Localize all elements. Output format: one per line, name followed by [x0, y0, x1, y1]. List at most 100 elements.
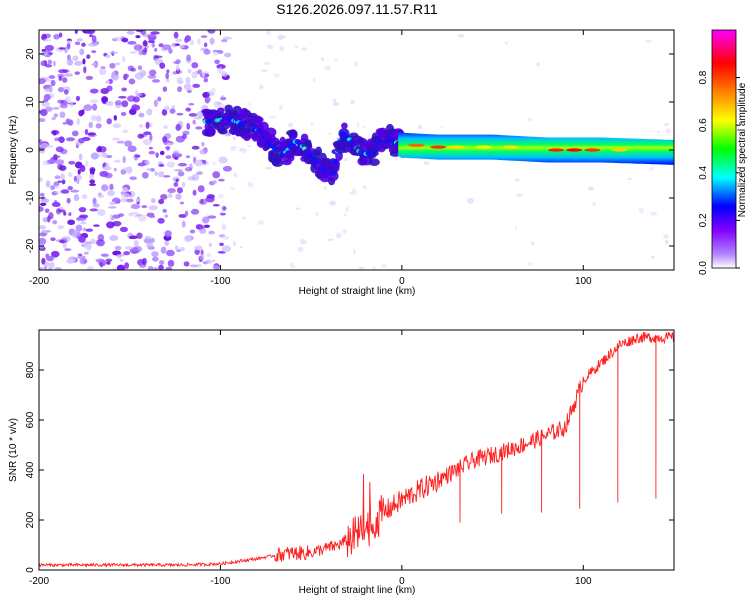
heat-speckle — [95, 258, 105, 263]
heat-faint-speckle — [257, 220, 265, 226]
heat-faint-speckle — [457, 33, 465, 38]
heat-speckle — [91, 115, 97, 122]
heat-speckle — [148, 150, 156, 155]
heat-speckle — [48, 52, 54, 55]
heat-faint-speckle — [260, 69, 267, 72]
heat-speckle — [164, 214, 169, 218]
heat-speckle — [166, 249, 175, 257]
heat-speckle — [52, 219, 58, 225]
heat-faint-speckle — [592, 202, 597, 207]
heat-speckle — [218, 156, 228, 164]
heat-faint-speckle — [202, 71, 210, 74]
heat-speckle — [90, 152, 99, 160]
snr-series-line — [39, 331, 674, 568]
heat-speckle — [97, 209, 106, 217]
heat-faint-speckle — [277, 34, 284, 41]
heat-speckle — [150, 31, 160, 35]
heat-faint-speckle — [656, 130, 660, 134]
heat-speckle — [47, 267, 53, 270]
heat-speckle — [105, 54, 111, 59]
heat-speckle — [125, 246, 133, 250]
heat-speckle — [147, 33, 157, 41]
heat-speckle — [105, 101, 114, 106]
heat-faint-speckle — [380, 264, 388, 268]
colorbar-ticks: 0.0 0.2 0.4 0.6 0.8 — [698, 70, 740, 275]
heat-speckle — [67, 119, 74, 126]
heat-speckle — [39, 117, 46, 123]
heat-speckle — [153, 99, 158, 107]
heat-speckle — [55, 159, 65, 165]
heat-speckle — [164, 230, 172, 238]
heat-speckle — [74, 41, 81, 46]
heat-faint-speckle — [440, 125, 443, 128]
heat-faint-speckle — [269, 115, 277, 119]
heat-speckle — [88, 121, 94, 129]
heat-ridge-blob — [315, 146, 322, 156]
heat-speckle — [136, 213, 142, 217]
heat-faint-speckle — [267, 44, 274, 49]
heat-speckle — [66, 42, 71, 50]
heat-speckle — [145, 121, 150, 129]
heat-speckle — [127, 95, 136, 102]
heat-speckle — [44, 44, 55, 52]
heat-speckle — [85, 228, 94, 232]
heat-speckle — [173, 181, 179, 187]
heat-speckle — [81, 194, 88, 200]
heat-faint-speckle — [301, 47, 308, 51]
heat-speckle — [75, 95, 81, 101]
heat-speckle — [57, 87, 65, 93]
heat-speckle — [82, 227, 87, 232]
snr-panel: -200 -100 0 100 0 200 400 600 800 Height of stra… — [8, 329, 675, 596]
spectrogram-ytick-label: 20 — [25, 48, 36, 60]
heat-hotspot — [448, 145, 465, 149]
heat-speckle — [164, 239, 169, 246]
heat-ridge-blob — [206, 126, 216, 136]
heat-speckle — [95, 123, 102, 129]
heat-faint-speckle — [663, 234, 669, 239]
heat-speckle — [149, 215, 156, 219]
heat-speckle — [200, 35, 208, 39]
heat-speckle — [164, 105, 170, 111]
heat-speckle — [154, 48, 158, 52]
heat-faint-speckle — [279, 45, 285, 52]
heat-speckle — [196, 263, 202, 268]
heat-speckle — [107, 190, 115, 197]
heat-speckle — [133, 240, 140, 247]
heat-faint-speckle — [291, 265, 296, 269]
heat-speckle — [155, 152, 159, 158]
heat-hotspot — [502, 145, 519, 149]
heat-speckle — [154, 55, 163, 59]
heat-speckle — [183, 261, 190, 267]
heat-speckle — [90, 238, 96, 244]
heat-speckle — [194, 245, 203, 251]
heat-speckle — [85, 160, 89, 167]
spectrogram-xtick-label: -100 — [210, 276, 230, 287]
heat-faint-speckle — [295, 207, 301, 210]
heat-speckle — [50, 185, 55, 191]
heat-speckle — [62, 77, 68, 83]
heat-speckle — [143, 131, 152, 136]
heat-speckle — [201, 72, 206, 78]
heat-speckle — [66, 197, 71, 204]
heat-speckle — [83, 66, 87, 74]
heat-speckle — [157, 217, 165, 224]
heat-speckle — [163, 125, 168, 129]
heat-faint-speckle — [651, 255, 655, 260]
heat-faint-speckle — [233, 172, 237, 178]
heat-speckle — [64, 46, 68, 54]
heat-faint-speckle — [297, 246, 304, 252]
heat-speckle — [224, 52, 232, 58]
heat-speckle — [79, 257, 88, 265]
heat-speckle — [146, 241, 154, 249]
heat-speckle — [44, 106, 53, 112]
heat-ridge-blob — [224, 104, 233, 113]
heat-faint-speckle — [362, 126, 365, 129]
heat-faint-speckle — [258, 84, 264, 90]
heat-speckle — [48, 75, 56, 79]
heat-speckle — [75, 174, 82, 181]
heat-faint-speckle — [320, 57, 325, 62]
heat-speckle — [144, 235, 151, 240]
heat-speckle — [101, 184, 109, 192]
heat-speckle — [185, 155, 190, 159]
